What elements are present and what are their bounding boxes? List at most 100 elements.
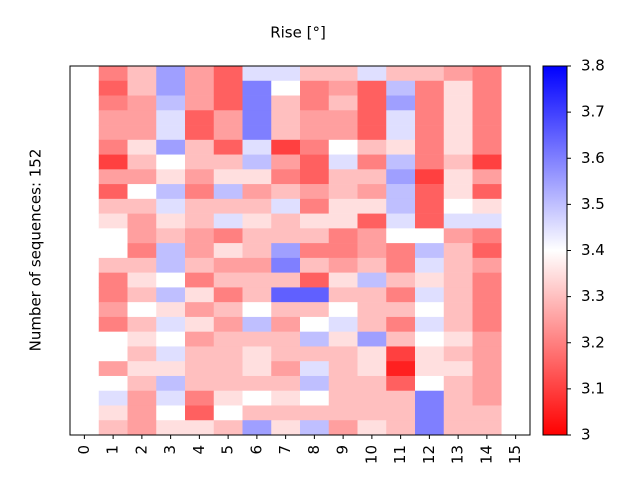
heatmap-cell: [271, 302, 301, 318]
heatmap-cell: [98, 331, 128, 347]
heatmap-cell: [98, 346, 128, 362]
heatmap-cell: [213, 316, 243, 332]
heatmap-cell: [213, 139, 243, 155]
heatmap-cell: [156, 110, 186, 126]
heatmap-cell: [185, 228, 215, 244]
heatmap-cell: [386, 228, 416, 244]
heatmap-cell: [185, 169, 215, 185]
heatmap-cell: [300, 243, 330, 259]
heatmap-cell: [300, 139, 330, 155]
heatmap-cell: [472, 302, 502, 318]
heatmap-cell: [386, 154, 416, 170]
heatmap-cell: [300, 361, 330, 377]
heatmap-cell: [443, 139, 473, 155]
heatmap-cell: [443, 375, 473, 392]
heatmap-cell: [328, 198, 358, 214]
heatmap-cell: [242, 243, 272, 259]
heatmap-cell: [127, 331, 157, 347]
heatmap-cell: [443, 125, 473, 141]
colorbar-tick-label: 3.3: [581, 287, 605, 305]
heatmap-cell: [328, 257, 358, 273]
heatmap-cell: [185, 361, 215, 377]
heatmap-cell: [443, 302, 473, 318]
heatmap-cell: [415, 272, 445, 288]
heatmap-cell: [386, 420, 416, 436]
heatmap-cell: [271, 169, 301, 185]
x-tick-label: 8: [305, 445, 323, 455]
heatmap-cell: [357, 361, 387, 377]
heatmap-cell: [271, 213, 301, 229]
heatmap-cell: [213, 390, 243, 406]
heatmap-cell: [213, 184, 243, 200]
x-tick-label: 11: [391, 445, 409, 464]
heatmap-cell: [328, 154, 358, 170]
heatmap-cell: [127, 346, 157, 362]
heatmap-cell: [242, 375, 272, 392]
heatmap-cell: [357, 346, 387, 362]
heatmap-cell: [415, 184, 445, 200]
heatmap-cell: [328, 302, 358, 318]
heatmap-cell: [213, 346, 243, 362]
heatmap-cell: [242, 302, 272, 318]
heatmap-cell: [127, 184, 157, 200]
heatmap-cell: [415, 95, 445, 111]
heatmap-cell: [300, 169, 330, 185]
heatmap-cell: [156, 316, 186, 332]
heatmap-cell: [242, 110, 272, 126]
heatmap-cell: [300, 405, 330, 421]
heatmap-cell: [386, 346, 416, 362]
heatmap-cell: [357, 125, 387, 141]
heatmap-cell: [185, 213, 215, 229]
heatmap-cell: [300, 66, 330, 82]
heatmap-cell: [300, 80, 330, 96]
colorbar-tick-label: 3: [581, 426, 591, 444]
heatmap-cell: [328, 243, 358, 259]
heatmap-cell: [185, 154, 215, 170]
x-tick-label: 2: [132, 445, 150, 455]
heatmap-cell: [213, 169, 243, 185]
heatmap-cell: [127, 316, 157, 332]
heatmap-cell: [156, 228, 186, 244]
heatmap-cell: [213, 80, 243, 96]
heatmap-cell: [185, 243, 215, 259]
heatmap-cell: [271, 257, 301, 273]
heatmap-cell: [472, 405, 502, 421]
x-tick-label: 4: [190, 445, 208, 455]
heatmap-cell: [98, 375, 128, 392]
heatmap-cell: [357, 110, 387, 126]
heatmap-cell: [156, 184, 186, 200]
heatmap-cell: [415, 169, 445, 185]
heatmap-cell: [213, 331, 243, 347]
heatmap-cell: [328, 169, 358, 185]
heatmap-cell: [127, 302, 157, 318]
heatmap-cell: [415, 110, 445, 126]
heatmap-cell: [472, 125, 502, 141]
heatmap-cell: [443, 257, 473, 273]
heatmap-cell: [415, 316, 445, 332]
heatmap-cell: [357, 243, 387, 259]
heatmap-cell: [213, 420, 243, 436]
heatmap-cell: [300, 287, 330, 303]
heatmap-cell: [443, 198, 473, 214]
heatmap-cell: [357, 316, 387, 332]
heatmap-cell: [300, 198, 330, 214]
heatmap-cell: [185, 390, 215, 406]
heatmap-cell: [472, 390, 502, 406]
heatmap-cell: [300, 390, 330, 406]
heatmap-cell: [127, 361, 157, 377]
heatmap-cell: [185, 331, 215, 347]
heatmap-cell: [472, 243, 502, 259]
heatmap-cell: [242, 316, 272, 332]
heatmap-cell: [185, 125, 215, 141]
heatmap-cell: [213, 198, 243, 214]
heatmap-cell: [242, 287, 272, 303]
heatmap-cell: [472, 375, 502, 392]
heatmap-cell: [156, 169, 186, 185]
heatmap-cell: [443, 228, 473, 244]
heatmap-cell: [300, 272, 330, 288]
heatmap-cell: [443, 316, 473, 332]
heatmap-cell: [300, 331, 330, 347]
heatmap-cell: [386, 375, 416, 392]
x-tick-label: 14: [477, 445, 495, 464]
